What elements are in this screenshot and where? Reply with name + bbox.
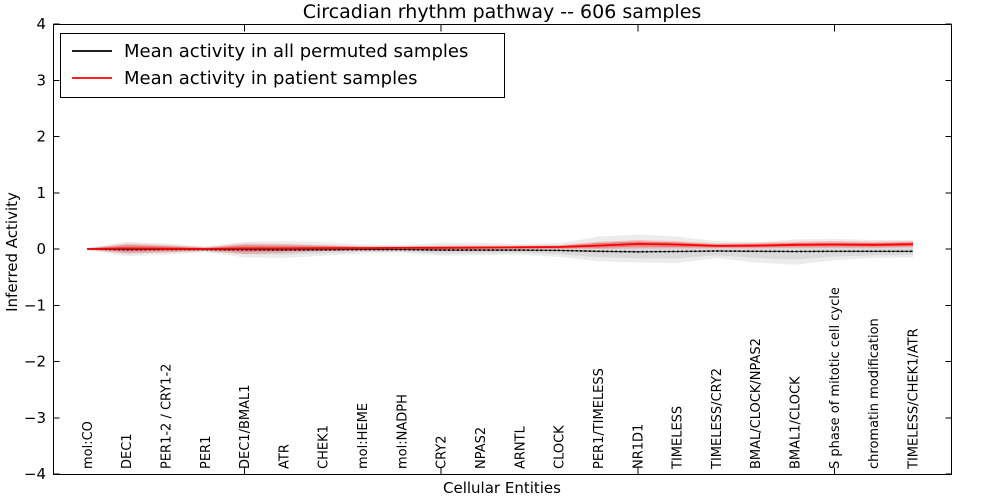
y-tick-label: −1	[24, 296, 46, 314]
patient-mean-line	[87, 242, 914, 250]
entity-label: TIMELESS/CRY2	[710, 368, 725, 470]
series-lines	[87, 242, 914, 253]
entity-label: PER1	[199, 436, 214, 469]
x-axis-label: Cellular Entities	[443, 479, 561, 497]
y-tick-label: −3	[24, 409, 46, 427]
y-tick-label: 2	[36, 128, 46, 146]
x-entity-labels: mol:CO DEC1 PER1-2 / CRY1-2 PER1 DEC1/BMAL1 A…	[81, 287, 922, 470]
y-tick-label: −4	[24, 465, 46, 483]
entity-label: DEC1/BMAL1	[238, 385, 253, 470]
chart-title: Circadian rhythm pathway -- 606 samples	[303, 1, 702, 23]
entity-label: NR1D1	[631, 424, 646, 469]
entity-label: BMAL/CLOCK/NPAS2	[749, 338, 764, 469]
entity-label: TIMELESS	[671, 406, 686, 470]
entity-label: CLOCK	[553, 425, 568, 469]
legend: Mean activity in all permuted samples Me…	[60, 33, 505, 98]
entity-label: TIMELESS/CHEK1/ATR	[907, 328, 922, 470]
entity-label: CRY2	[435, 436, 450, 470]
entity-label: PER1-2 / CRY1-2	[159, 364, 174, 469]
y-tick-label: 1	[36, 184, 46, 202]
entity-label: S phase of mitotic cell cycle	[828, 287, 843, 469]
y-tick-label: 3	[36, 71, 46, 89]
entity-label: chromatin modification	[867, 318, 882, 469]
y-tick-label: 0	[36, 240, 46, 258]
entity-label: PER1/TIMELESS	[592, 368, 607, 469]
entity-label: NPAS2	[474, 427, 489, 469]
y-tick-labels: 4 3 2 1 0 −1 −2 −3 −4	[24, 15, 46, 483]
axis-ticks	[53, 23, 952, 475]
legend-box	[60, 33, 505, 98]
entity-label: CHEK1	[317, 425, 332, 469]
entity-label: mol:NADPH	[395, 394, 410, 469]
entity-label: DEC1	[120, 433, 135, 469]
entity-label: mol:CO	[81, 421, 96, 469]
entity-label: ARNTL	[513, 425, 528, 469]
entity-label: mol:HEME	[356, 403, 371, 469]
y-tick-label: 4	[36, 15, 46, 33]
entity-label: BMAL1/CLOCK	[789, 376, 804, 469]
entity-label: ATR	[277, 444, 292, 469]
legend-label-patient-samples: Mean activity in patient samples	[124, 68, 418, 89]
y-axis-label: Inferred Activity	[3, 192, 21, 312]
y-tick-label: −2	[24, 353, 46, 371]
legend-label-permuted-samples: Mean activity in all permuted samples	[124, 41, 468, 62]
